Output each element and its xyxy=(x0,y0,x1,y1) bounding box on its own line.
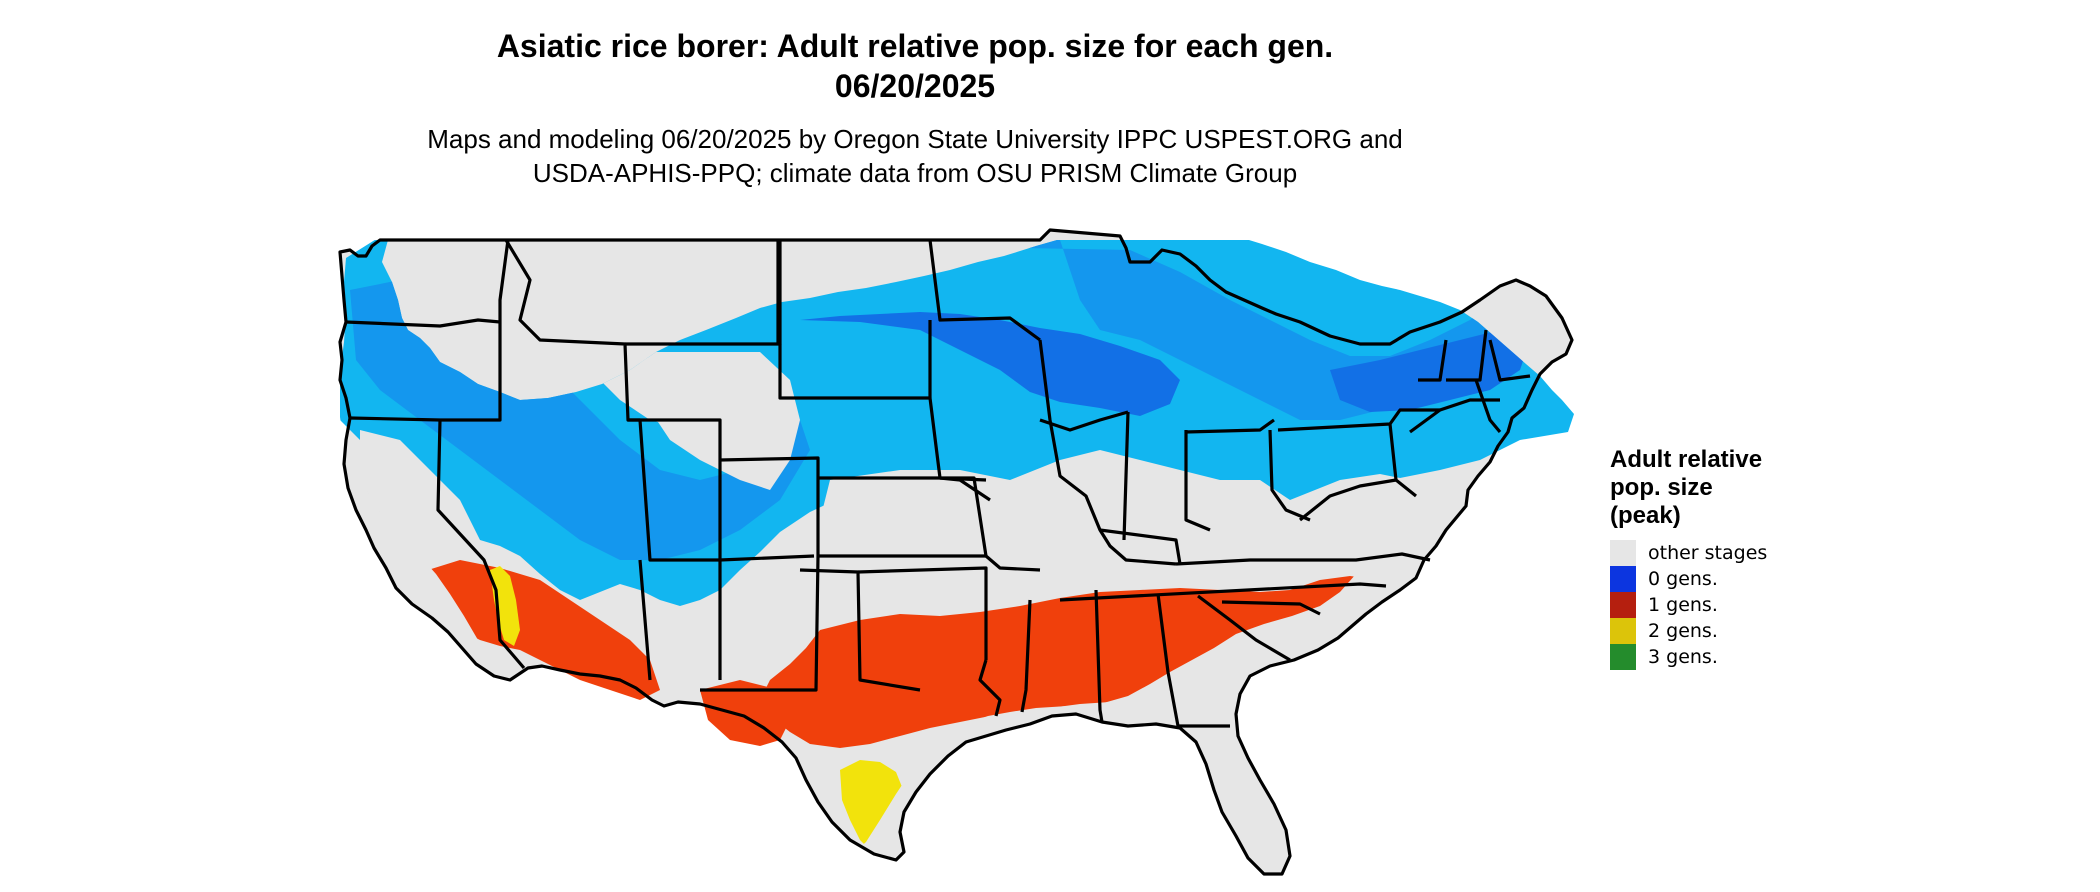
us-generation-map xyxy=(338,228,1574,876)
legend-swatch xyxy=(1610,644,1636,670)
legend-title-line-2: pop. size xyxy=(1610,474,1713,501)
legend-swatch xyxy=(1610,592,1636,618)
legend-swatch xyxy=(1610,540,1636,566)
map-title: Asiatic rice borer: Adult relative pop. … xyxy=(496,28,1334,64)
one-gens-region-southwest xyxy=(426,560,660,700)
legend-label: 0 gens. xyxy=(1648,568,1718,590)
map-credit-line-2: USDA-APHIS-PPQ; climate data from OSU PR… xyxy=(532,158,1298,188)
legend-title: Adult relative pop. size (peak) xyxy=(1610,446,1850,530)
legend-label: 2 gens. xyxy=(1648,620,1718,642)
legend-swatch xyxy=(1610,566,1636,592)
zero-gens-region-dark xyxy=(800,312,1180,416)
legend-title-line-1: Adult relative xyxy=(1610,446,1763,473)
legend-label: 3 gens. xyxy=(1648,646,1718,668)
us-outline xyxy=(338,228,1574,876)
other-stages-great-basin xyxy=(360,430,480,580)
map-credit-line-1: Maps and modeling 06/20/2025 by Oregon S… xyxy=(427,124,1403,154)
legend-label: other stages xyxy=(1648,542,1768,564)
legend-label: 1 gens. xyxy=(1648,594,1718,616)
legend-title-line-3: (peak) xyxy=(1610,502,1681,529)
legend-swatch xyxy=(1610,618,1636,644)
one-gens-region-south xyxy=(760,576,1400,748)
two-gens-region-arizona xyxy=(490,566,520,646)
map-date: 06/20/2025 xyxy=(834,68,996,104)
state-borders xyxy=(338,228,1574,876)
